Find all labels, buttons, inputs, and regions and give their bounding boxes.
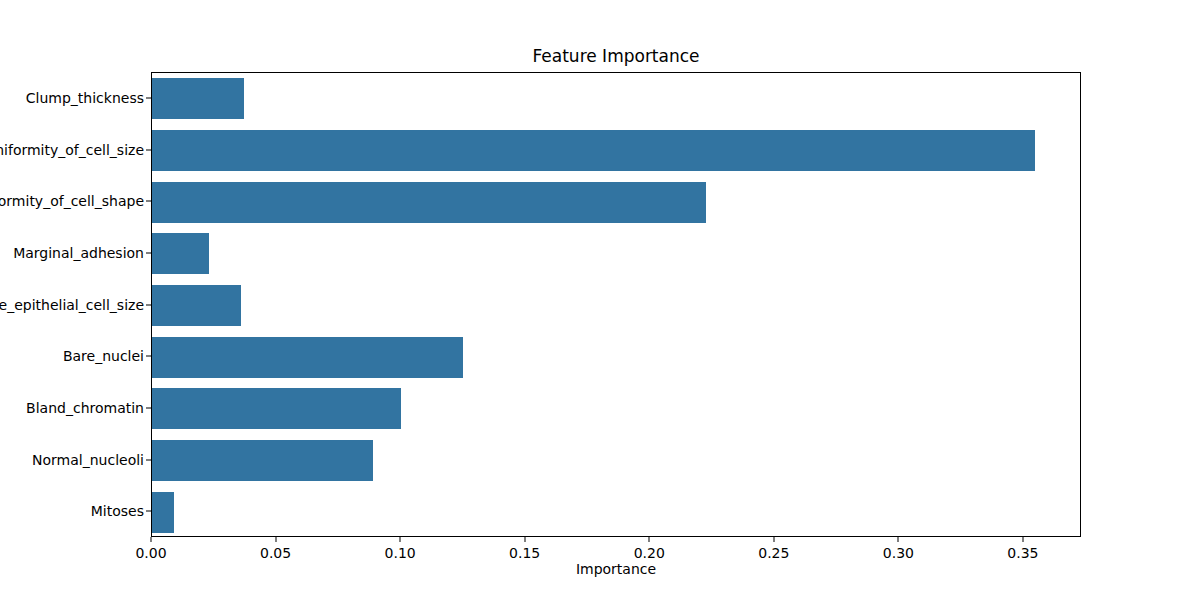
x-tick-label: 0.15 — [509, 545, 540, 561]
y-tick-mark — [146, 201, 151, 202]
bar-normal_nucleoli — [152, 440, 373, 481]
y-tick-label: Single_epithelial_cell_size — [0, 298, 144, 312]
x-tick-mark — [1022, 537, 1023, 542]
bar-mitoses — [152, 492, 174, 533]
y-tick-label: Clump_thickness — [0, 91, 144, 105]
x-tick-mark — [649, 537, 650, 542]
y-tick-mark — [146, 356, 151, 357]
x-tick-label: 0.25 — [758, 545, 789, 561]
bar-clump_thickness — [152, 78, 244, 119]
x-tick-label: 0.10 — [385, 545, 416, 561]
x-tick-label: 0.35 — [1007, 545, 1038, 561]
y-tick-label: Bland_chromatin — [0, 401, 144, 415]
y-tick-label: Uniformity_of_cell_shape — [0, 194, 144, 208]
y-tick-label: Uniformity_of_cell_size — [0, 143, 144, 157]
x-tick-label: 0.30 — [883, 545, 914, 561]
bar-uniformity_of_cell_size — [152, 130, 1035, 171]
plot-area — [151, 72, 1081, 537]
y-tick-mark — [146, 511, 151, 512]
bar-bland_chromatin — [152, 388, 401, 429]
y-tick-mark — [146, 304, 151, 305]
x-axis-label: Importance — [151, 561, 1081, 577]
x-tick-mark — [773, 537, 774, 542]
x-tick-mark — [898, 537, 899, 542]
x-tick-mark — [151, 537, 152, 542]
x-tick-mark — [524, 537, 525, 542]
y-tick-mark — [146, 149, 151, 150]
bar-bare_nuclei — [152, 337, 463, 378]
x-tick-label: 0.05 — [260, 545, 291, 561]
feature-importance-chart: Feature Importance Clump_thickness Unifor… — [0, 0, 1200, 600]
y-tick-label: Normal_nucleoli — [0, 453, 144, 467]
y-tick-mark — [146, 459, 151, 460]
x-tick-mark — [275, 537, 276, 542]
bar-single_epithelial_cell_size — [152, 285, 241, 326]
x-tick-mark — [400, 537, 401, 542]
y-tick-mark — [146, 97, 151, 98]
y-tick-mark — [146, 407, 151, 408]
y-tick-label: Bare_nuclei — [0, 349, 144, 363]
x-tick-label: 0.20 — [634, 545, 665, 561]
bar-uniformity_of_cell_shape — [152, 182, 706, 223]
y-tick-label: Marginal_adhesion — [0, 246, 144, 260]
x-tick-label: 0.00 — [135, 545, 166, 561]
y-tick-mark — [146, 252, 151, 253]
chart-title: Feature Importance — [151, 46, 1081, 66]
y-tick-label: Mitoses — [0, 504, 144, 518]
bar-marginal_adhesion — [152, 233, 209, 274]
